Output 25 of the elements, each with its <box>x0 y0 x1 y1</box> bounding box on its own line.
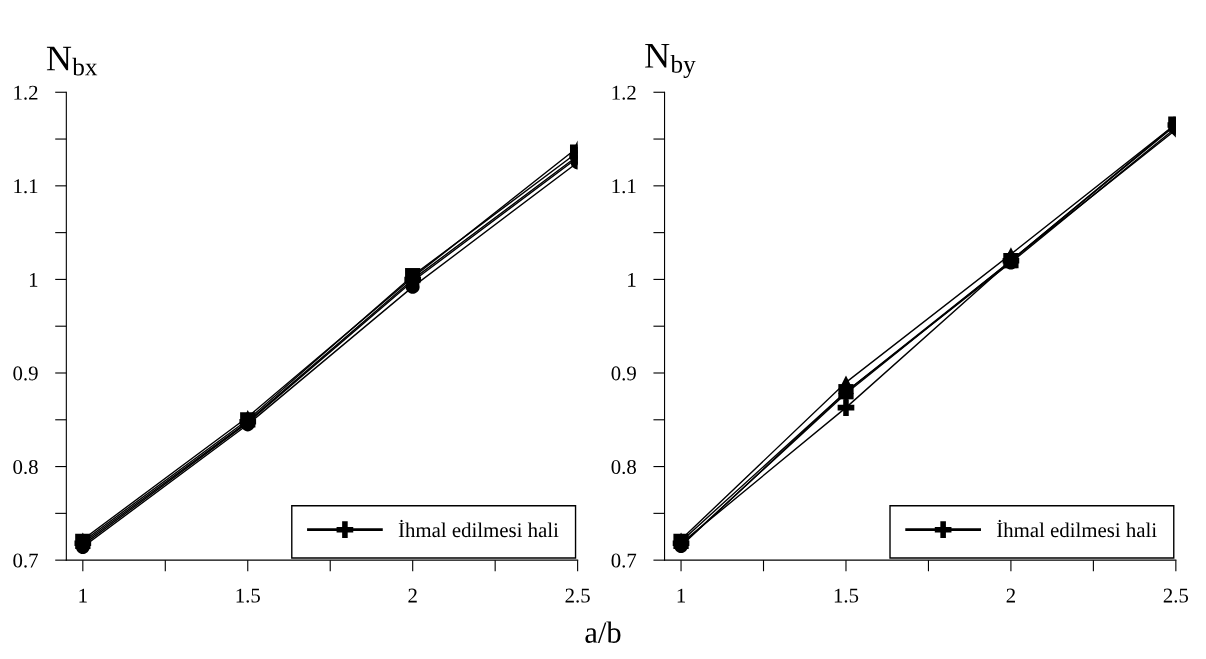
x-tick-label: 1 <box>677 588 685 603</box>
y-tick-label: 1 <box>29 272 38 287</box>
y-tick-label: 0.8 <box>13 459 38 475</box>
y-tick-label: 1.1 <box>612 179 636 194</box>
y-tick-label: 1.1 <box>14 179 38 194</box>
x-tick-label: 2 <box>408 588 417 603</box>
x-tick-label: 2 <box>1006 588 1015 603</box>
x-tick-label: 1.5 <box>236 588 260 603</box>
y-tick-label: 0.9 <box>611 366 636 381</box>
x-tick-label: 2.5 <box>1163 588 1189 603</box>
y-axis-title: N$_{bx}$ <box>46 46 98 76</box>
y-axis-title: N$_{by}$ <box>645 43 696 78</box>
y-tick-label: 0.8 <box>611 459 636 475</box>
y-tick-label: 1 <box>628 272 636 287</box>
x-tick-label: 1.5 <box>834 588 859 603</box>
y-tick-label: 0.7 <box>611 553 637 568</box>
y-tick-label: 0.9 <box>13 366 38 381</box>
y-tick-label: 0.7 <box>13 553 38 568</box>
x-tick-label: 2.5 <box>565 588 590 603</box>
y-tick-label: 1.2 <box>612 85 636 100</box>
y-tick-label: 1.2 <box>14 85 38 100</box>
x-axis-title: a/b <box>585 621 621 643</box>
x-tick-label: 1 <box>79 588 87 603</box>
legend-label: İhmal edilmesi hali <box>398 519 559 538</box>
legend-label: İhmal edilmesi hali <box>997 519 1157 538</box>
